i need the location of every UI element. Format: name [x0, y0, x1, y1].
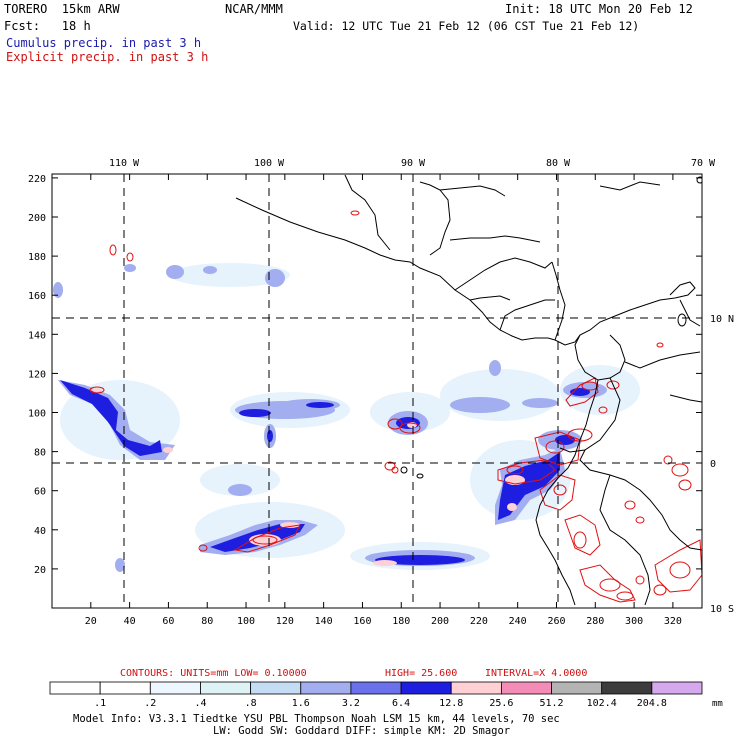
colorbar-label: .4	[194, 698, 206, 709]
org-label: NCAR/MMM	[225, 2, 283, 16]
x-axis-ticks: 20 40 60 80 100 120 140 160 180 200 220 240 260 280 30…	[85, 174, 682, 627]
contours-high: HIGH= 25.600	[385, 668, 457, 679]
explicit-legend-line: Explicit precip. in past 3 h	[6, 50, 209, 64]
y-tick-label: 220	[28, 174, 46, 185]
x-tick-label: 160	[353, 616, 371, 627]
colorbar-label: 25.6	[489, 698, 513, 709]
colorbar-label: 12.8	[439, 698, 463, 709]
valid-time: Valid: 12 UTC Tue 21 Feb 12 (06 CST Tue …	[293, 19, 640, 33]
init-time: Init: 18 UTC Mon 20 Feb 12	[505, 2, 693, 16]
x-tick-label: 60	[162, 616, 174, 627]
colorbar-swatch	[400, 681, 452, 695]
y-axis-ticks: 20 40 60 80 100 120 140 160 180 200 220	[28, 174, 702, 576]
y-tick-label: 140	[28, 330, 46, 341]
colorbar: .1 .2 .4 .8 1.6 3.2 6.4 12.8 25.6 51.2 102.4 204.8	[49, 681, 703, 709]
coastlines-borders	[235, 174, 702, 606]
x-tick-label: 260	[547, 616, 565, 627]
x-tick-label: 140	[315, 616, 333, 627]
y-tick-label: 100	[28, 409, 46, 420]
x-tick-label: 120	[276, 616, 294, 627]
colorbar-swatch	[99, 681, 151, 695]
colorbar-label: .1	[94, 698, 106, 709]
y-tick-label: 20	[34, 565, 46, 576]
y-tick-label: 180	[28, 252, 46, 263]
x-tick-label: 20	[85, 616, 97, 627]
colorbar-swatch	[651, 681, 703, 695]
colorbar-label: 51.2	[539, 698, 563, 709]
contours-units: CONTOURS: UNITS=mm LOW= 0.10000	[120, 668, 307, 679]
colorbar-unit: mm	[712, 699, 723, 709]
explicit-precip-contours	[89, 210, 702, 603]
y-tick-label: 80	[34, 448, 46, 459]
cumulus-precip-fields	[53, 263, 640, 572]
colorbar-swatch	[250, 681, 302, 695]
graticule	[52, 174, 702, 608]
colorbar-swatch	[500, 681, 552, 695]
x-tick-label: 220	[470, 616, 488, 627]
lon-label-100w: 100 W	[254, 158, 285, 169]
contours-interval: INTERVAL=X 4.0000	[485, 668, 587, 679]
x-tick-label: 280	[586, 616, 604, 627]
lon-label-70w: 70 W	[691, 158, 716, 169]
colorbar-swatch	[551, 681, 603, 695]
x-tick-label: 180	[392, 616, 410, 627]
map-frame	[51, 173, 703, 609]
model-info-line: Model Info: V3.3.1 Tiedtke YSU PBL Thomp…	[73, 713, 560, 725]
x-tick-label: 240	[509, 616, 527, 627]
colorbar-swatch	[601, 681, 653, 695]
colorbar-label: .2	[144, 698, 156, 709]
y-tick-label: 120	[28, 369, 46, 380]
lon-label-80w: 80 W	[546, 158, 571, 169]
lon-label-110w: 110 W	[109, 158, 140, 169]
x-tick-label: 200	[431, 616, 449, 627]
model-title: TORERO 15km ARW	[4, 2, 120, 16]
lat-label-0: 0	[710, 459, 716, 470]
colorbar-swatch	[350, 681, 402, 695]
x-tick-label: 80	[201, 616, 213, 627]
y-tick-label: 40	[34, 526, 46, 537]
colorbar-swatch	[49, 681, 101, 695]
lat-label-10s: 10 S	[710, 604, 734, 615]
colorbar-label: 102.4	[587, 698, 617, 709]
lon-label-90w: 90 W	[401, 158, 426, 169]
colorbar-swatch	[300, 681, 352, 695]
colorbar-label: 3.2	[342, 698, 360, 709]
x-tick-label: 300	[625, 616, 643, 627]
colorbar-label: 204.8	[637, 698, 667, 709]
colorbar-swatch	[200, 681, 252, 695]
y-tick-label: 60	[34, 487, 46, 498]
colorbar-label: 1.6	[292, 698, 310, 709]
physics-info-line: LW: Godd SW: Goddard DIFF: simple KM: 2D…	[213, 725, 510, 737]
colorbar-swatch	[450, 681, 502, 695]
x-tick-label: 100	[237, 616, 255, 627]
y-tick-label: 200	[28, 213, 46, 224]
colorbar-label: .8	[245, 698, 257, 709]
cumulus-legend-line: Cumulus precip. in past 3 h	[6, 36, 202, 50]
colorbar-label: 6.4	[392, 698, 410, 709]
x-tick-label: 320	[664, 616, 682, 627]
y-tick-label: 160	[28, 291, 46, 302]
forecast-hour: Fcst: 18 h	[4, 19, 91, 33]
x-tick-label: 40	[124, 616, 136, 627]
lat-label-10n: 10 N	[710, 314, 734, 325]
colorbar-swatch	[149, 681, 201, 695]
